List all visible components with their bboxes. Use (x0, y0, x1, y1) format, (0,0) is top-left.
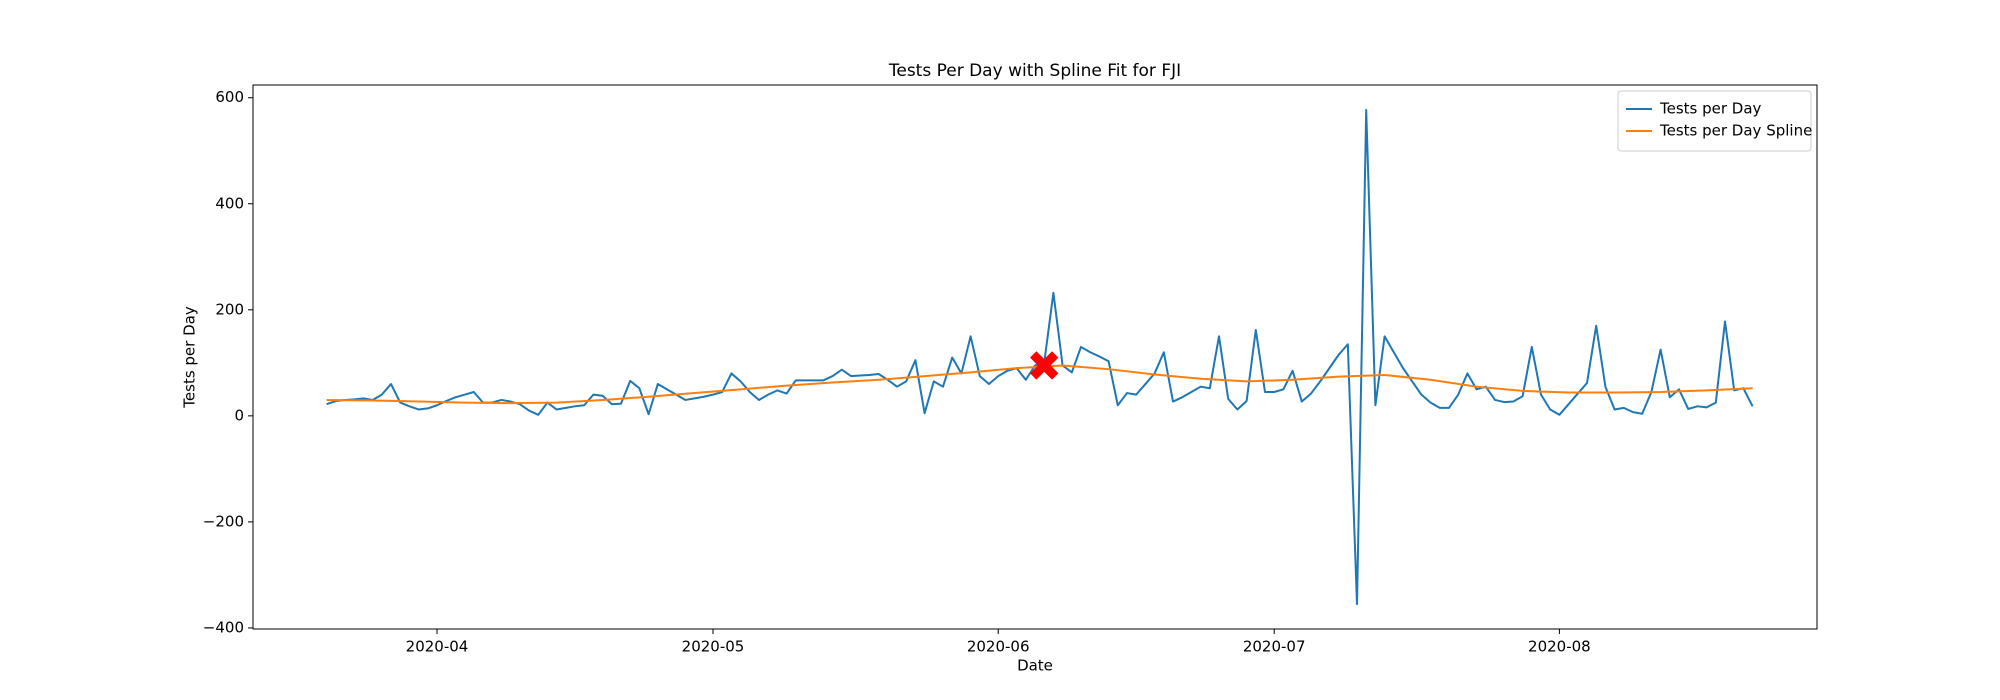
y-tick-label: 0 (234, 406, 244, 424)
x-tick-label: 2020-08 (1528, 638, 1591, 656)
y-tick-label: 400 (215, 194, 244, 212)
y-tick-label: −400 (203, 618, 244, 636)
x-tick-label: 2020-07 (1243, 638, 1306, 656)
highlight-marker (1030, 351, 1059, 380)
legend-label: Tests per Day Spline (1659, 122, 1812, 140)
y-axis-label: Tests per Day (181, 306, 199, 409)
y-tick-label: 200 (215, 300, 244, 318)
legend-label: Tests per Day (1659, 100, 1762, 118)
legend-box (1617, 90, 1812, 152)
x-tick-label: 2020-04 (406, 638, 469, 656)
y-tick-label: 600 (215, 88, 244, 106)
plot-frame (252, 84, 1818, 630)
legend: Tests per Day Tests per Day Spline (1617, 90, 1812, 152)
x-axis-label: Date (1017, 657, 1053, 675)
y-tick-label: −200 (203, 512, 244, 530)
chart-title: Tests Per Day with Spline Fit for FJI (888, 61, 1181, 81)
x-tick-label: 2020-06 (967, 638, 1030, 656)
x-tick-label: 2020-05 (682, 638, 745, 656)
